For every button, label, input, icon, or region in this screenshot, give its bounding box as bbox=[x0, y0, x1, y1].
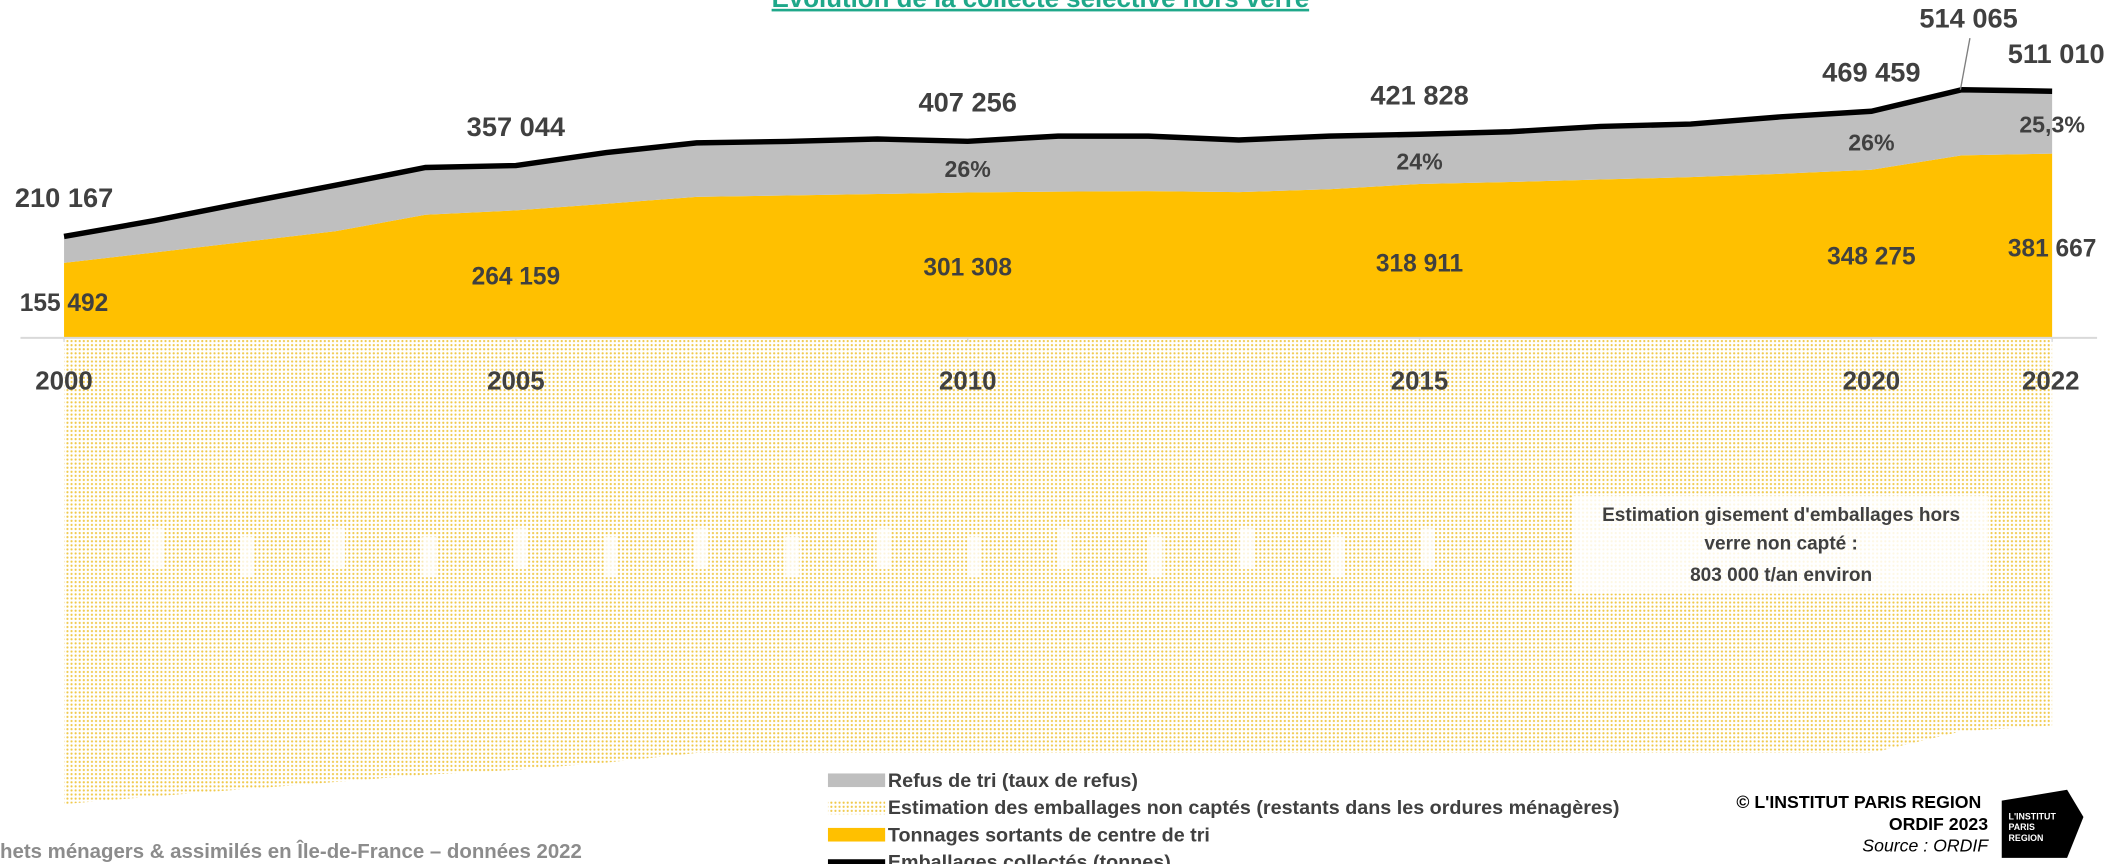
data-label: 407 256 bbox=[919, 87, 1017, 118]
data-label: 357 044 bbox=[467, 111, 565, 142]
legend-label: Tonnages sortants de centre de tri bbox=[888, 824, 1210, 846]
data-label: 155 492 bbox=[20, 290, 109, 317]
annotation: verre non capté : bbox=[1704, 534, 1857, 555]
rate-label: 25,3% bbox=[2019, 112, 2085, 138]
annotation: Estimation gisement d'emballages hors bbox=[1602, 505, 1960, 526]
decoration bbox=[513, 528, 527, 570]
rate-label: 26% bbox=[945, 156, 991, 182]
leader-line bbox=[1959, 38, 1971, 90]
rate-label: 26% bbox=[1848, 130, 1894, 156]
credit: © L'INSTITUT PARIS REGION bbox=[1736, 792, 1981, 812]
decoration bbox=[1421, 528, 1436, 570]
x-tick-label: 2020 bbox=[1843, 368, 1901, 396]
legend-label: Refus de tri (taux de refus) bbox=[888, 770, 1138, 792]
area-tonnages bbox=[64, 153, 2053, 338]
x-tick-label: 2005 bbox=[487, 368, 545, 396]
decoration bbox=[331, 528, 346, 570]
data-label: 318 911 bbox=[1376, 250, 1463, 277]
decoration bbox=[603, 536, 618, 578]
rate-label: 24% bbox=[1396, 148, 1442, 174]
decoration bbox=[876, 528, 891, 570]
data-label: 264 159 bbox=[472, 264, 561, 291]
chart-title: Évolution de la collecte sélective hors … bbox=[772, 0, 1310, 13]
credit: ORDIF 2023 bbox=[1889, 814, 1988, 834]
decoration bbox=[967, 536, 981, 578]
credit: Source : ORDIF bbox=[1862, 836, 1989, 856]
logo bbox=[2001, 789, 2084, 858]
data-label: 511 010 bbox=[2008, 38, 2105, 69]
data-label: 348 275 bbox=[1827, 243, 1916, 270]
logo-text: REGION bbox=[2009, 833, 2044, 843]
footer: hets ménagers & assimilés en Île-de-Fran… bbox=[0, 839, 582, 863]
x-tick-label: 2010 bbox=[939, 368, 997, 396]
legend-swatch bbox=[827, 800, 886, 815]
decoration bbox=[240, 536, 255, 578]
data-label: 514 065 bbox=[1919, 3, 2017, 34]
legend-swatch bbox=[827, 773, 886, 788]
decoration bbox=[694, 528, 709, 570]
line-collectes bbox=[63, 87, 2053, 240]
legend-label: Emballages collectés (tonnes) bbox=[888, 852, 1171, 864]
area-non-captes bbox=[64, 337, 2053, 805]
x-tick-label: 2015 bbox=[1391, 368, 1449, 396]
decoration bbox=[785, 536, 800, 578]
area-refus bbox=[64, 89, 2053, 263]
decoration bbox=[1239, 528, 1254, 570]
annotation: 803 000 t/an environ bbox=[1690, 565, 1872, 586]
decoration bbox=[149, 528, 164, 570]
logo-text: PARIS bbox=[2009, 822, 2035, 832]
data-label: 421 828 bbox=[1370, 80, 1468, 111]
decoration bbox=[422, 536, 436, 578]
data-label: 301 308 bbox=[923, 255, 1012, 282]
legend-label: Estimation des emballages non captés (re… bbox=[888, 797, 1620, 819]
decoration bbox=[1058, 528, 1072, 570]
decoration bbox=[1148, 536, 1163, 578]
legend-swatch bbox=[827, 827, 886, 842]
annotation-box bbox=[1572, 495, 1989, 594]
x-tick-label: 2000 bbox=[35, 368, 93, 396]
data-label: 210 167 bbox=[15, 182, 113, 213]
decoration bbox=[1330, 536, 1345, 578]
x-tick-label: 2022 bbox=[2022, 368, 2080, 396]
logo-text: L'INSTITUT bbox=[2009, 811, 2057, 821]
data-label: 381 667 bbox=[2008, 235, 2097, 262]
data-label: 469 459 bbox=[1822, 57, 1920, 88]
